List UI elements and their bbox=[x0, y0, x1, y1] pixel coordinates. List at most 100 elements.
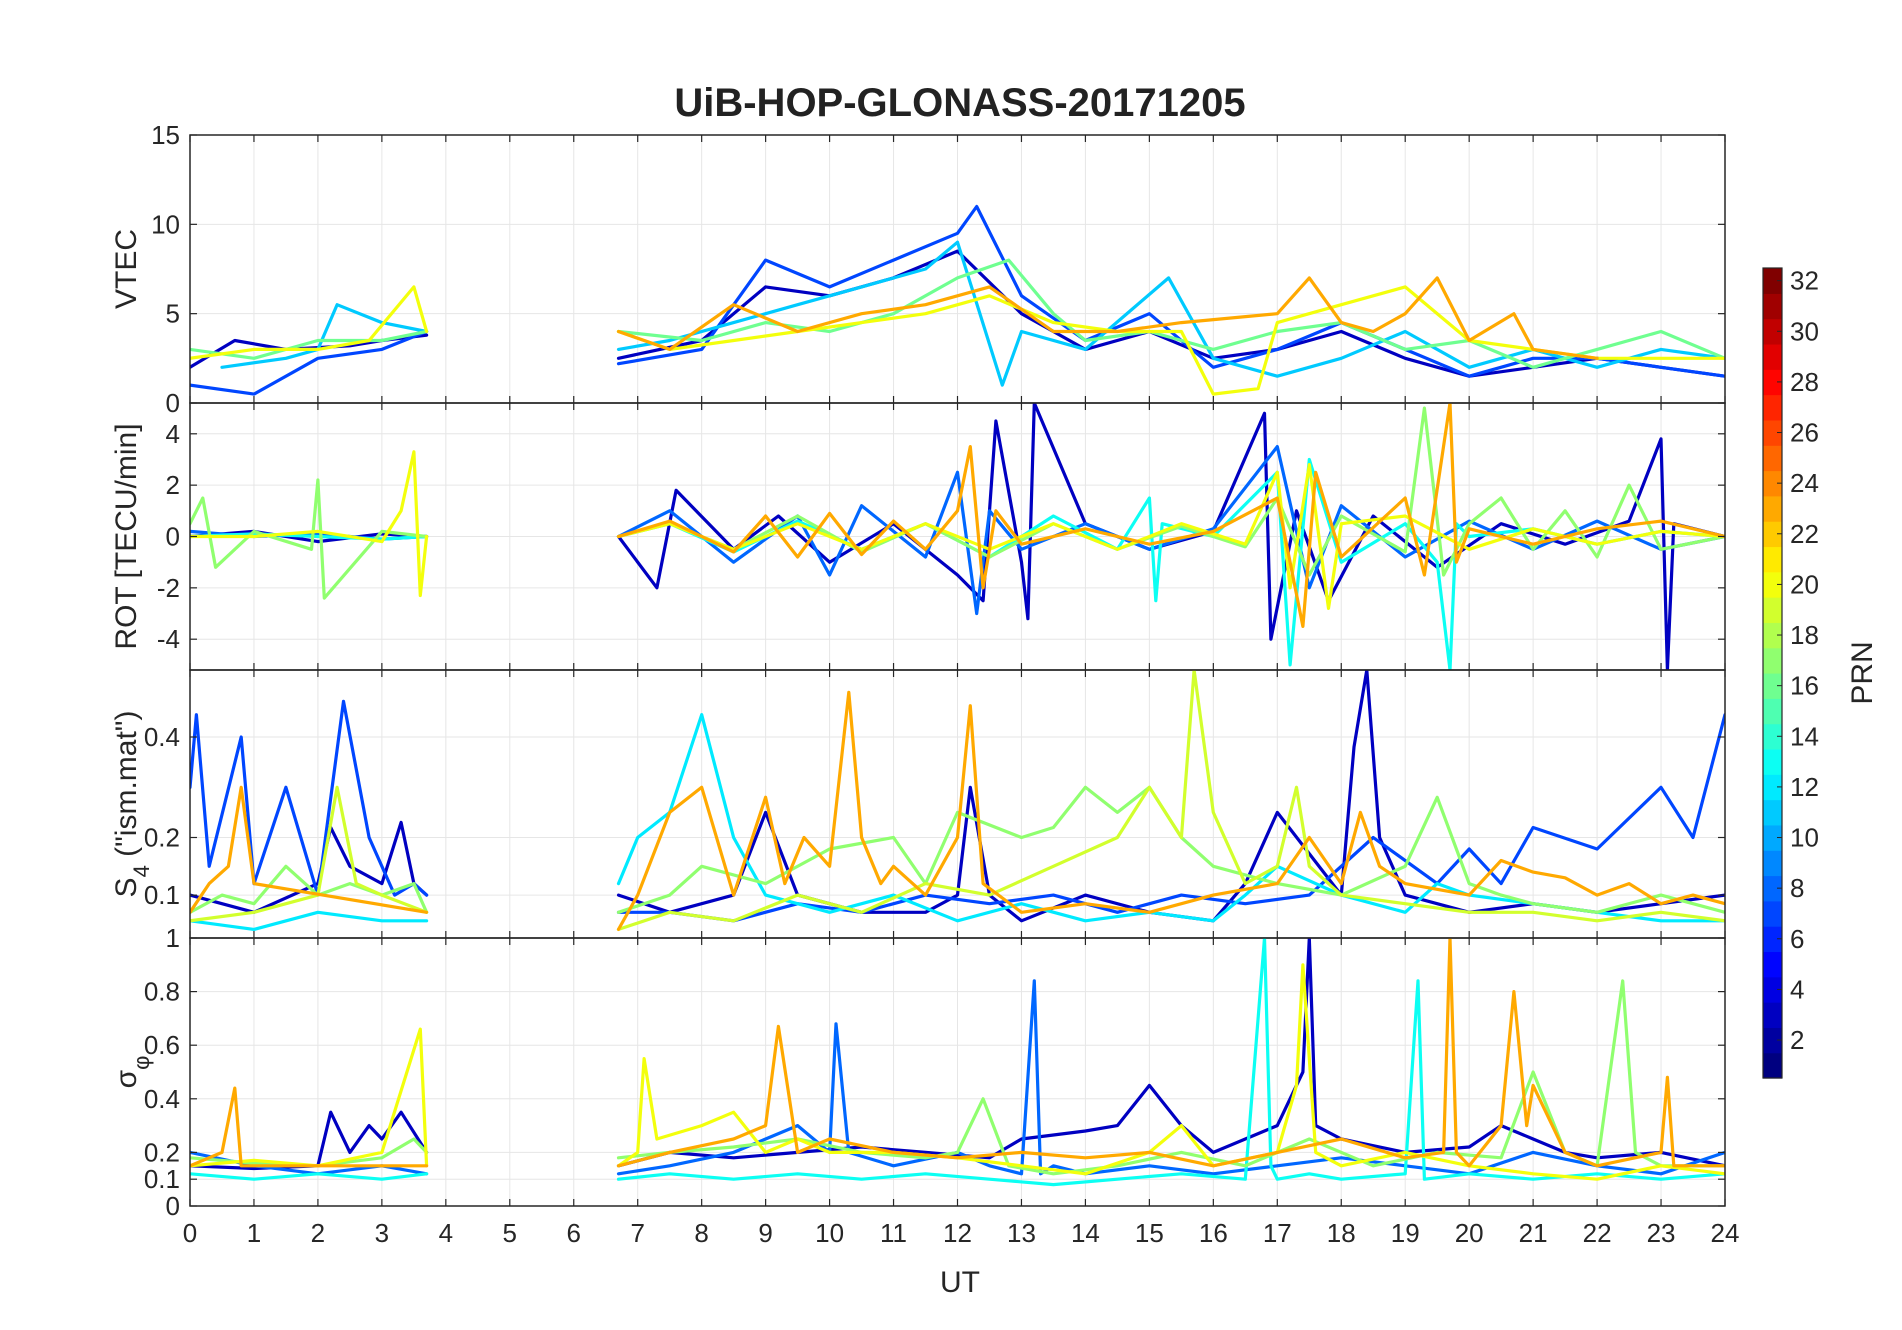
y-tick-label: 1 bbox=[166, 923, 180, 953]
x-axis-label: UT bbox=[940, 1266, 980, 1299]
x-tick-label: 18 bbox=[1327, 1218, 1356, 1248]
series-line-prn-23 bbox=[190, 938, 1725, 1168]
x-tick-label: 13 bbox=[1007, 1218, 1036, 1248]
series-group bbox=[190, 204, 1725, 396]
colorbar-tick-label: 2 bbox=[1790, 1025, 1804, 1055]
colorbar-segment bbox=[1763, 926, 1782, 953]
colorbar-tick-label: 28 bbox=[1790, 367, 1819, 397]
y-axis-label-rot: ROT [TECU/min] bbox=[110, 423, 143, 649]
y-axis-label-sigma: σφ bbox=[110, 1056, 154, 1089]
y-tick-label: 0.1 bbox=[144, 1164, 180, 1194]
colorbar-tick-label: 12 bbox=[1790, 772, 1819, 802]
x-tick-label: 23 bbox=[1647, 1218, 1676, 1248]
x-tick-label: 2 bbox=[311, 1218, 325, 1248]
x-tick-label: 19 bbox=[1391, 1218, 1420, 1248]
y-tick-label: -4 bbox=[157, 624, 180, 654]
colorbar-segment bbox=[1763, 571, 1782, 598]
x-tick-label: 9 bbox=[758, 1218, 772, 1248]
colorbar-tick-label: 8 bbox=[1790, 873, 1804, 903]
x-tick-label: 12 bbox=[943, 1218, 972, 1248]
colorbar-segment bbox=[1763, 673, 1782, 699]
series-group bbox=[190, 403, 1725, 670]
colorbar-tick-label: 24 bbox=[1790, 468, 1819, 498]
series-group bbox=[190, 670, 1725, 931]
x-tick-label: 0 bbox=[183, 1218, 197, 1248]
y-tick-label: 15 bbox=[151, 120, 180, 150]
y-axis-label-vtec: VTEC bbox=[110, 229, 143, 309]
x-tick-label: 16 bbox=[1199, 1218, 1228, 1248]
series-line-prn-23 bbox=[616, 276, 1599, 360]
y-tick-label: 0.2 bbox=[144, 823, 180, 853]
colorbar-tick-label: 26 bbox=[1790, 418, 1819, 448]
x-tick-label: 4 bbox=[439, 1218, 453, 1248]
x-tick-label: 11 bbox=[880, 1218, 907, 1248]
colorbar-segment bbox=[1763, 1002, 1782, 1028]
colorbar-segment bbox=[1763, 419, 1782, 446]
x-tick-label: 10 bbox=[815, 1218, 844, 1248]
series-line-prn-11 bbox=[220, 240, 1725, 387]
colorbar-segment bbox=[1763, 546, 1782, 573]
colorbar-segment bbox=[1763, 293, 1782, 320]
x-tick-label: 20 bbox=[1455, 1218, 1484, 1248]
series-group bbox=[190, 938, 1725, 1187]
colorbar-segment bbox=[1763, 976, 1782, 1003]
x-tick-label: 5 bbox=[503, 1218, 517, 1248]
colorbar-segment bbox=[1763, 900, 1782, 927]
colorbar-tick-label: 20 bbox=[1790, 569, 1819, 599]
colorbar-tick-label: 14 bbox=[1790, 721, 1819, 751]
y-tick-label: 2 bbox=[166, 470, 180, 500]
x-tick-label: 6 bbox=[567, 1218, 581, 1248]
y-tick-label: -2 bbox=[157, 573, 180, 603]
y-tick-label: 0 bbox=[166, 1191, 180, 1221]
colorbar-segment bbox=[1763, 850, 1782, 877]
y-tick-label: 5 bbox=[166, 299, 180, 329]
x-tick-label: 24 bbox=[1711, 1218, 1740, 1248]
series-line-prn-13 bbox=[190, 938, 1725, 1187]
colorbar-segment bbox=[1763, 318, 1782, 345]
colorbar-segment bbox=[1763, 470, 1782, 497]
y-tick-label: 0.4 bbox=[144, 1084, 180, 1114]
colorbar-segment bbox=[1763, 748, 1782, 775]
colorbar-segment bbox=[1763, 698, 1782, 725]
colorbar-segment bbox=[1763, 875, 1782, 902]
colorbar-tick-label: 30 bbox=[1790, 316, 1819, 346]
x-tick-label: 21 bbox=[1519, 1218, 1548, 1248]
x-tick-label: 8 bbox=[694, 1218, 708, 1248]
series-line-prn-23 bbox=[190, 690, 1725, 931]
colorbar-segment bbox=[1763, 1052, 1782, 1079]
colorbar-tick-label: 4 bbox=[1790, 974, 1804, 1004]
series-line-prn-7 bbox=[190, 204, 1725, 396]
colorbar-segment bbox=[1763, 268, 1782, 294]
y-tick-label: 0.6 bbox=[144, 1030, 180, 1060]
y-tick-label: 0.4 bbox=[144, 722, 180, 752]
y-tick-label: 4 bbox=[166, 419, 180, 449]
colorbar-segment bbox=[1763, 622, 1782, 649]
colorbar-tick-label: 32 bbox=[1790, 266, 1819, 296]
colorbar-segment bbox=[1763, 1027, 1782, 1054]
y-tick-label: 0 bbox=[166, 522, 180, 552]
x-tick-label: 15 bbox=[1135, 1218, 1164, 1248]
panel-s4: 0.1 0.2 0.4S4 ("ism.mat") bbox=[110, 669, 1726, 939]
colorbar-segment bbox=[1763, 647, 1782, 674]
colorbar-segment bbox=[1763, 343, 1782, 370]
colorbar-tick-label: 18 bbox=[1790, 620, 1819, 650]
y-axis-label-s4: S4 ("ism.mat") bbox=[110, 711, 154, 898]
y-tick-label: 0 bbox=[166, 388, 180, 418]
x-tick-label: 1 bbox=[247, 1218, 261, 1248]
y-tick-label: 0.8 bbox=[144, 977, 180, 1007]
colorbar-segment bbox=[1763, 824, 1782, 851]
y-tick-label: 0.1 bbox=[144, 880, 180, 910]
series-line-prn-7 bbox=[190, 699, 1725, 923]
colorbar-segment bbox=[1763, 799, 1782, 826]
series-line-prn-23 bbox=[616, 403, 1725, 628]
series-line-prn-19 bbox=[190, 670, 1725, 931]
panel-sigma: 00.10.2 0.4 0.6 0.8 1 σφ bbox=[110, 923, 1726, 1221]
y-tick-label: 10 bbox=[151, 209, 180, 239]
colorbar-segment bbox=[1763, 951, 1782, 978]
colorbar-frame bbox=[1762, 267, 1783, 1079]
colorbar-segment bbox=[1763, 774, 1782, 801]
series-line-prn-20 bbox=[190, 450, 1725, 610]
